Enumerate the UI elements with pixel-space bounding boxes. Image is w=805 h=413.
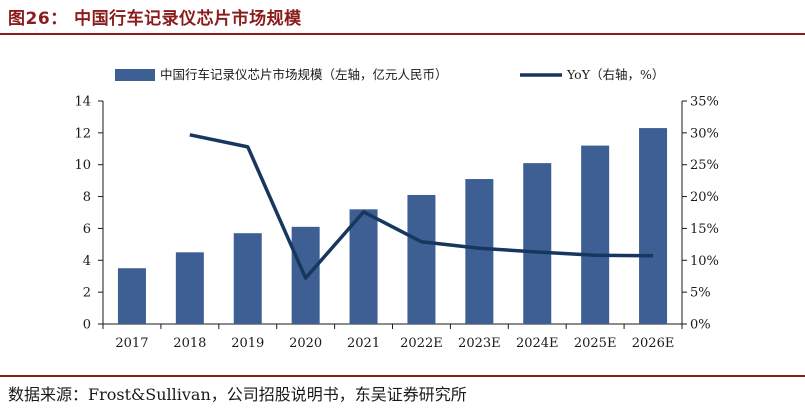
right-tick-label: 20% — [690, 190, 719, 205]
x-tick-label: 2026E — [632, 336, 675, 351]
legend-line-label: YoY（右轴，%） — [566, 67, 664, 82]
bar-2019 — [233, 233, 262, 324]
bar-2022E — [407, 194, 436, 324]
right-tick-label: 0% — [690, 318, 711, 333]
legend-bar-label: 中国行车记录仪芯片市场规模（左轴，亿元人民币） — [160, 67, 448, 82]
bar-2025E — [581, 145, 610, 324]
x-tick-label: 2023E — [458, 336, 501, 351]
x-axis-labels: 2017 2018 2019 2020 2021 2022E 2023E 2024E 2025E… — [115, 336, 674, 351]
source-rule — [0, 375, 805, 377]
figure-title: 图26： 中国行车记录仪芯片市场规模 — [8, 9, 302, 29]
right-tick-label: 5% — [690, 286, 711, 301]
bar-2026E — [639, 128, 668, 324]
title-rule — [0, 33, 805, 35]
bar-2024E — [523, 163, 552, 324]
right-tick-label: 15% — [690, 222, 719, 237]
x-tick-label: 2018 — [173, 336, 206, 351]
source-note: 数据来源：Frost&Sullivan，公司招股说明书，东吴证券研究所 — [8, 385, 467, 404]
x-tick-label: 2025E — [574, 336, 617, 351]
left-tick-label: 10 — [74, 158, 91, 173]
left-tick-label: 6 — [83, 222, 91, 237]
yoy-line-series — [189, 133, 654, 280]
x-tick-label: 2024E — [516, 336, 559, 351]
bar-2017 — [117, 268, 146, 324]
left-tick-label: 0 — [83, 318, 91, 333]
right-tick-label: 10% — [690, 254, 719, 269]
left-tick-label: 12 — [74, 126, 91, 141]
x-tick-label: 2021 — [347, 336, 380, 351]
bar-series — [117, 128, 668, 324]
left-tick-label: 14 — [74, 95, 91, 110]
legend-bar-swatch — [115, 69, 155, 81]
bar-2023E — [465, 179, 494, 324]
left-tick-label: 2 — [83, 286, 91, 301]
bar-2021 — [349, 209, 378, 324]
right-tick-label: 35% — [690, 95, 719, 110]
left-tick-label: 8 — [83, 190, 91, 205]
x-tick-label: 2019 — [231, 336, 264, 351]
market-size-chart: 中国行车记录仪芯片市场规模（左轴，亿元人民币） YoY（右轴，%） 0 2 4 6 8 1… — [74, 67, 718, 351]
left-tick-label: 4 — [83, 254, 91, 269]
bar-2018 — [175, 252, 204, 324]
x-tick-label: 2022E — [400, 336, 443, 351]
right-tick-label: 25% — [690, 158, 719, 173]
right-tick-label: 30% — [690, 126, 719, 141]
chart-legend: 中国行车记录仪芯片市场规模（左轴，亿元人民币） YoY（右轴，%） — [115, 67, 664, 82]
x-tick-label: 2017 — [115, 336, 148, 351]
chart-axes: 0 2 4 6 8 10 12 14 0% 5% 10% 15% 20% 25% 30% 35% — [74, 95, 718, 333]
x-tick-label: 2020 — [289, 336, 322, 351]
